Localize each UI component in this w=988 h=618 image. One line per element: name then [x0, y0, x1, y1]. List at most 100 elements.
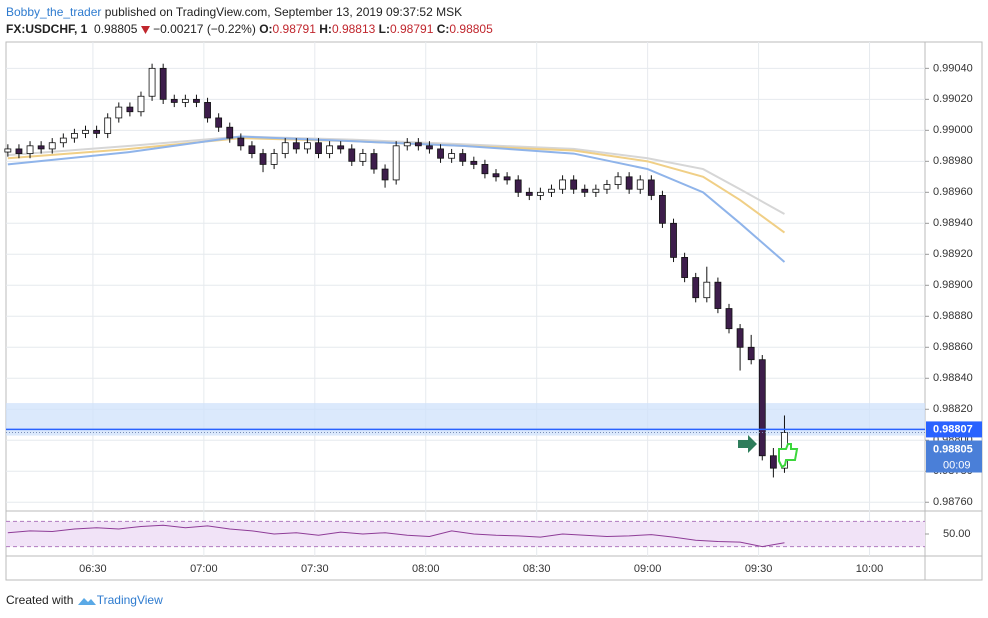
y-tick-label: 0.99040 — [933, 62, 973, 74]
x-tick-label: 08:00 — [412, 563, 440, 575]
x-tick-label: 10:00 — [856, 563, 884, 575]
candle-body — [448, 153, 456, 159]
candle-body — [181, 98, 189, 103]
candle-body — [315, 142, 322, 154]
published: published on TradingView.com, September … — [104, 5, 463, 19]
candle-body — [536, 191, 544, 196]
candle-body — [659, 195, 666, 224]
ma-line — [7, 135, 785, 215]
candle-body — [670, 222, 677, 258]
thumb-icon — [778, 443, 799, 469]
change: −0.00217 (−0.22%) — [153, 22, 256, 36]
c-label: C: — [436, 22, 450, 36]
ma-line — [7, 135, 786, 263]
last-label-box — [926, 440, 982, 473]
candle-body — [15, 148, 23, 154]
y-tick-label: 0.98940 — [933, 217, 973, 229]
candle-body — [769, 455, 777, 469]
y-tick-label: 0.99020 — [933, 93, 973, 105]
y-tick-label: 0.98860 — [933, 341, 973, 353]
y-tick-label: 0.98900 — [933, 279, 973, 291]
zone-label: 0.98807 — [933, 423, 973, 435]
candle-body — [370, 153, 378, 170]
candle-body — [614, 176, 622, 185]
candle-body — [4, 148, 12, 153]
candle-body — [459, 153, 467, 162]
candle-body — [747, 346, 755, 361]
candle-body — [525, 191, 533, 196]
candle-body — [692, 277, 700, 299]
candle-body — [337, 145, 345, 150]
l-label: L: — [378, 22, 390, 36]
y-tick-label: 0.98980 — [933, 155, 973, 167]
candle-body — [437, 148, 444, 159]
candle-body — [71, 133, 78, 139]
header-line: Bobby_the_trader published on TradingVie… — [6, 4, 493, 21]
candle-body — [348, 148, 356, 162]
x-tick-label: 08:30 — [523, 563, 551, 575]
candle-body — [681, 257, 689, 278]
o: 0.98791 — [272, 22, 316, 36]
candle-body — [37, 145, 45, 150]
x-tick-label: 07:00 — [190, 563, 218, 575]
footer: Created with TradingView — [6, 593, 163, 607]
chart: 06:30 07:00 07:30 08:00 08:30 09:00 09:30 10:00… — [4, 41, 983, 581]
last: 0.98805 — [94, 22, 138, 36]
candle-body — [215, 117, 223, 128]
candle-body — [237, 137, 245, 147]
header: Bobby_the_trader published on TradingVie… — [6, 4, 493, 38]
candle-body — [148, 67, 156, 97]
candle-body — [426, 145, 433, 150]
candle-body — [292, 142, 300, 150]
candle-body — [581, 188, 589, 193]
tv-logo — [77, 597, 96, 605]
candle-body — [559, 179, 566, 190]
countdown: 00:09 — [943, 459, 971, 471]
rsi-line — [7, 524, 785, 548]
author[interactable]: Bobby_the_trader — [6, 5, 102, 19]
y-tick-label: 0.98840 — [933, 372, 973, 384]
candle-body — [603, 184, 611, 190]
candle-body — [204, 102, 211, 119]
candle-body — [414, 142, 422, 147]
footer-text: Created with — [6, 593, 74, 607]
zone-label-box — [926, 421, 982, 438]
frame — [5, 41, 983, 581]
candle-body — [326, 145, 333, 154]
y-tick-label: 0.98820 — [933, 403, 973, 415]
rsi-tick-label: 50.00 — [943, 528, 971, 540]
x-tick-label: 07:30 — [301, 563, 329, 575]
candle-body — [359, 153, 367, 162]
x-tick-label: 06:30 — [79, 563, 107, 575]
candle-body — [48, 142, 56, 150]
candle-body — [636, 179, 644, 190]
candle-body — [725, 308, 733, 330]
candle-body — [392, 145, 400, 181]
candle-body — [137, 95, 145, 113]
candle-body — [259, 153, 267, 165]
candle-body — [570, 179, 578, 190]
candle-body — [625, 176, 633, 190]
candle-body — [481, 164, 489, 175]
rsi-band — [6, 521, 925, 547]
candle-body — [403, 142, 411, 147]
candle-body — [281, 142, 289, 154]
candle-body — [159, 67, 167, 100]
candle-body — [470, 160, 478, 165]
candle-body — [93, 129, 101, 134]
arrow-icon — [738, 435, 757, 453]
y-tick-label: 0.98880 — [933, 310, 973, 322]
y-tick-label: 0.98960 — [933, 186, 973, 198]
zone — [6, 403, 925, 436]
x-tick-label: 09:30 — [745, 563, 773, 575]
l: 0.98791 — [390, 22, 434, 36]
candle-body — [592, 188, 600, 193]
candle-body — [270, 153, 278, 165]
candle-body — [503, 176, 511, 181]
candle-body — [647, 179, 655, 196]
symbol: FX:USDCHF, 1 — [6, 22, 88, 36]
h-label: H: — [319, 22, 332, 36]
footer-brand[interactable]: TradingView — [96, 593, 163, 607]
header-line: FX:USDCHF, 1 0.98805 −0.00217 (−0.22%) O… — [6, 21, 493, 38]
